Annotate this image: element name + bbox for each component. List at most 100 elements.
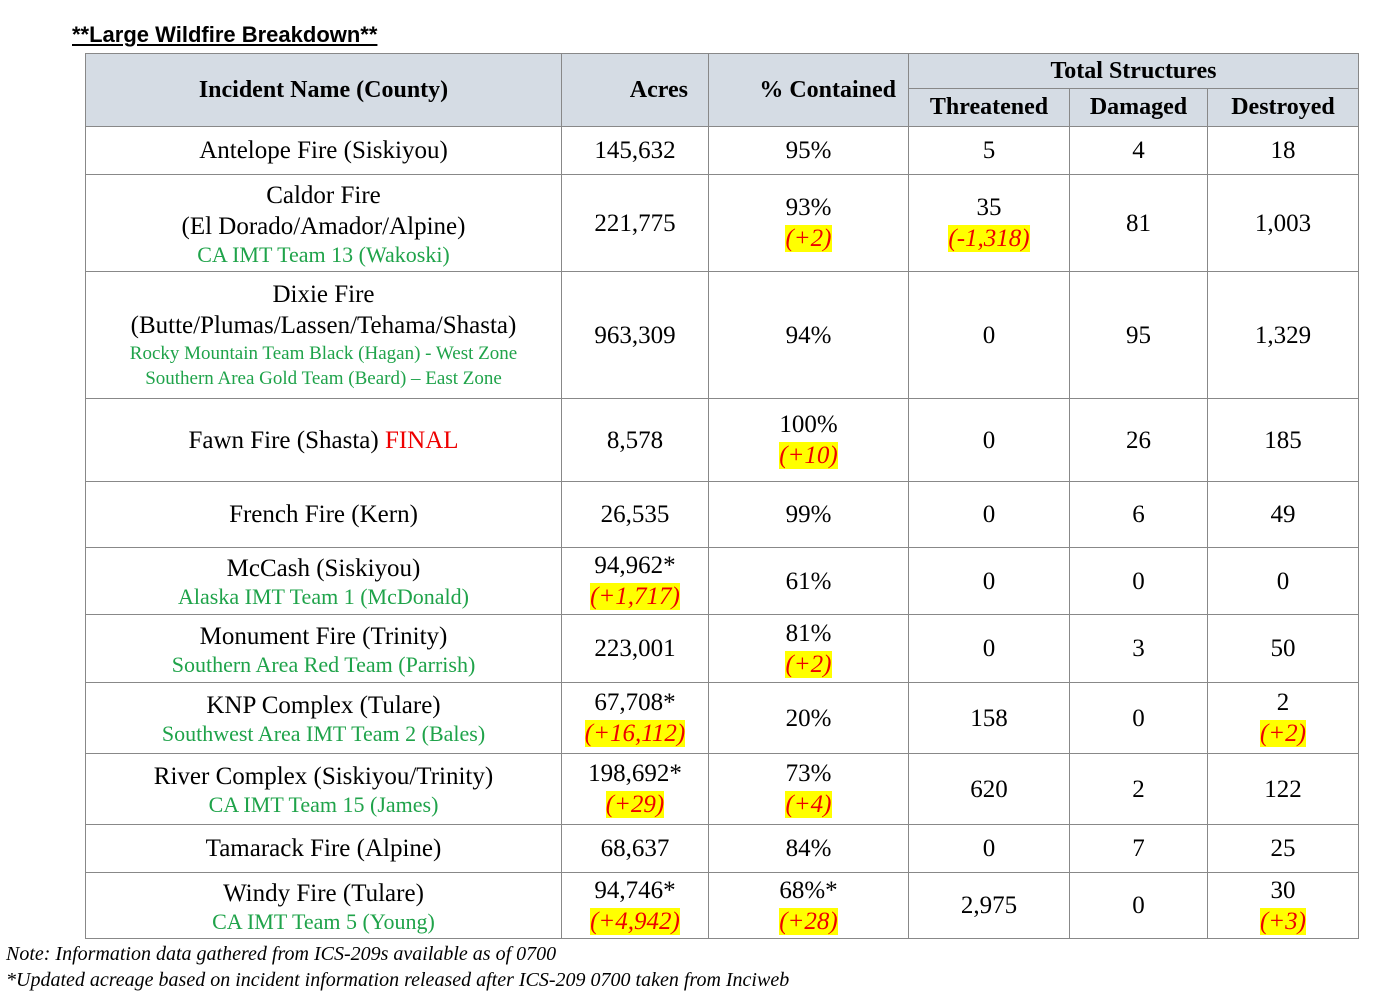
contained-cell: 73% (+4) bbox=[708, 753, 909, 825]
destroyed-cell: 25 bbox=[1207, 824, 1359, 873]
destroyed: 49 bbox=[1270, 501, 1296, 528]
contained: 61% bbox=[785, 567, 832, 595]
header-cell: Threatened bbox=[908, 88, 1070, 127]
damaged: 0 bbox=[1132, 892, 1145, 919]
destroyed-cell: 2 (+2) bbox=[1207, 682, 1359, 754]
contained-change: (+28) bbox=[779, 907, 838, 935]
incident-name-text: Tamarack Fire (Alpine) bbox=[205, 835, 442, 862]
row: Tamarack Fire (Alpine) 68,637 84% 0 7 25 bbox=[85, 824, 1359, 873]
threatened: 0 bbox=[982, 501, 996, 528]
acres-cell: 145,632 bbox=[561, 126, 709, 175]
change-wrap: (+16,112) bbox=[562, 718, 708, 749]
acres: 94,962* bbox=[594, 552, 676, 579]
incident-cell: McCash (Siskiyou) Alaska IMT Team 1 (McDo… bbox=[85, 547, 562, 615]
contained-cell: 81% (+2) bbox=[708, 614, 909, 683]
destroyed: 25 bbox=[1270, 835, 1296, 862]
row: Dixie Fire (Butte/Plumas/Lassen/Tehama/Sh… bbox=[85, 271, 1359, 399]
destroyed: 18 bbox=[1270, 137, 1296, 164]
contained-cell: 100% (+10) bbox=[708, 398, 909, 482]
damaged-cell: 81 bbox=[1069, 174, 1208, 272]
header-cell: Destroyed bbox=[1207, 88, 1359, 127]
row: McCash (Siskiyou) Alaska IMT Team 1 (McDo… bbox=[85, 547, 1359, 615]
threatened: 0 bbox=[982, 426, 996, 454]
threatened-cell: 0 bbox=[908, 547, 1070, 615]
team-name: CA IMT Team 5 (Young) bbox=[212, 908, 435, 934]
damaged-cell: 95 bbox=[1069, 271, 1208, 399]
contained: 73% bbox=[785, 760, 832, 787]
destroyed-cell: 50 bbox=[1207, 614, 1359, 683]
acres-change: (+1,717) bbox=[590, 583, 680, 610]
destroyed: 0 bbox=[1276, 567, 1290, 595]
acres-cell: 8,578 bbox=[561, 398, 709, 482]
header: Acres bbox=[629, 76, 688, 103]
damaged-cell: 0 bbox=[1069, 872, 1208, 939]
incident-cell: Dixie Fire (Butte/Plumas/Lassen/Tehama/Sh… bbox=[85, 271, 562, 399]
destroyed-cell: 49 bbox=[1207, 481, 1359, 548]
acres: 26,535 bbox=[600, 501, 670, 528]
incident-name: McCash (Siskiyou) bbox=[86, 553, 561, 584]
contained-change: (+10) bbox=[779, 442, 838, 469]
row: French Fire (Kern) 26,535 99% 0 6 49 bbox=[85, 481, 1359, 548]
incident-cell: Fawn Fire (Shasta) FINAL bbox=[85, 398, 562, 482]
incident-cell: Windy Fire (Tulare) CA IMT Team 5 (Young) bbox=[85, 872, 562, 939]
contained-change: (+2) bbox=[785, 650, 832, 678]
team-name: Rocky Mountain Team Black (Hagan) - West… bbox=[129, 343, 518, 364]
change-wrap: (+1,717) bbox=[562, 581, 708, 612]
incident-cell: Monument Fire (Trinity) Southern Area Red… bbox=[85, 614, 562, 683]
threatened-cell: 5 bbox=[908, 126, 1070, 175]
incident-cell: Tamarack Fire (Alpine) bbox=[85, 824, 562, 873]
destroyed-cell: 1,003 bbox=[1207, 174, 1359, 272]
destroyed: 30 bbox=[1270, 876, 1296, 904]
header: Damaged bbox=[1089, 94, 1188, 120]
incident-name: (Butte/Plumas/Lassen/Tehama/Shasta) bbox=[86, 310, 561, 341]
incident-name-text: Windy Fire (Tulare) bbox=[223, 879, 424, 907]
final-flag: FINAL bbox=[384, 426, 459, 454]
damaged-cell: 6 bbox=[1069, 481, 1208, 548]
contained: 93% bbox=[785, 194, 832, 221]
acres-cell: 94,746* (+4,942) bbox=[561, 872, 709, 939]
header-cell: % Contained bbox=[708, 53, 909, 127]
threatened: 0 bbox=[982, 835, 996, 862]
acres: 223,001 bbox=[594, 635, 676, 662]
acres-cell: 26,535 bbox=[561, 481, 709, 548]
contained-cell: 61% bbox=[708, 547, 909, 615]
change-wrap: (+10) bbox=[709, 440, 908, 471]
incident-name: Tamarack Fire (Alpine) bbox=[86, 833, 561, 864]
header-cell: Damaged bbox=[1069, 88, 1208, 127]
acres-change: (+16,112) bbox=[584, 720, 686, 747]
contained: 99% bbox=[785, 501, 832, 528]
destroyed: 1,329 bbox=[1254, 321, 1312, 349]
acres: 8,578 bbox=[606, 426, 664, 454]
threatened-cell: 35 (-1,318) bbox=[908, 174, 1070, 272]
change-wrap: (-1,318) bbox=[909, 223, 1069, 254]
incident-name-text: KNP Complex (Tulare) bbox=[206, 692, 441, 719]
header: Incident Name (County) bbox=[198, 76, 449, 103]
threatened: 620 bbox=[970, 775, 1008, 803]
incident-name: Dixie Fire bbox=[86, 279, 561, 310]
contained-cell: 20% bbox=[708, 682, 909, 754]
header-cell: Acres bbox=[561, 53, 709, 127]
damaged: 7 bbox=[1132, 835, 1145, 862]
damaged: 0 bbox=[1132, 704, 1145, 732]
change-wrap: (+2) bbox=[1208, 718, 1358, 749]
acres-cell: 198,692* (+29) bbox=[561, 753, 709, 825]
contained: 20% bbox=[785, 704, 832, 732]
incident-name-text: Dixie Fire bbox=[272, 281, 375, 308]
destroyed: 185 bbox=[1264, 426, 1302, 454]
incident-name: Fawn Fire (Shasta) FINAL bbox=[86, 425, 561, 456]
incident-name-text: River Complex (Siskiyou/Trinity) bbox=[153, 763, 494, 790]
damaged-cell: 4 bbox=[1069, 126, 1208, 175]
incident-name: Caldor Fire bbox=[86, 180, 561, 211]
incident-name: (El Dorado/Amador/Alpine) bbox=[86, 211, 561, 242]
acres: 67,708* bbox=[594, 689, 676, 716]
row: Antelope Fire (Siskiyou) 145,632 95% 5 4 18 bbox=[85, 126, 1359, 175]
incident-cell: KNP Complex (Tulare) Southwest Area IMT T… bbox=[85, 682, 562, 754]
acres: 963,309 bbox=[594, 321, 676, 349]
threatened-cell: 0 bbox=[908, 614, 1070, 683]
threatened-cell: 158 bbox=[908, 682, 1070, 754]
incident-cell: River Complex (Siskiyou/Trinity) CA IMT T… bbox=[85, 753, 562, 825]
threatened: 5 bbox=[982, 137, 996, 164]
damaged-cell: 0 bbox=[1069, 682, 1208, 754]
acres: 68,637 bbox=[600, 835, 670, 862]
team-name: Southern Area Red Team (Parrish) bbox=[171, 651, 476, 677]
